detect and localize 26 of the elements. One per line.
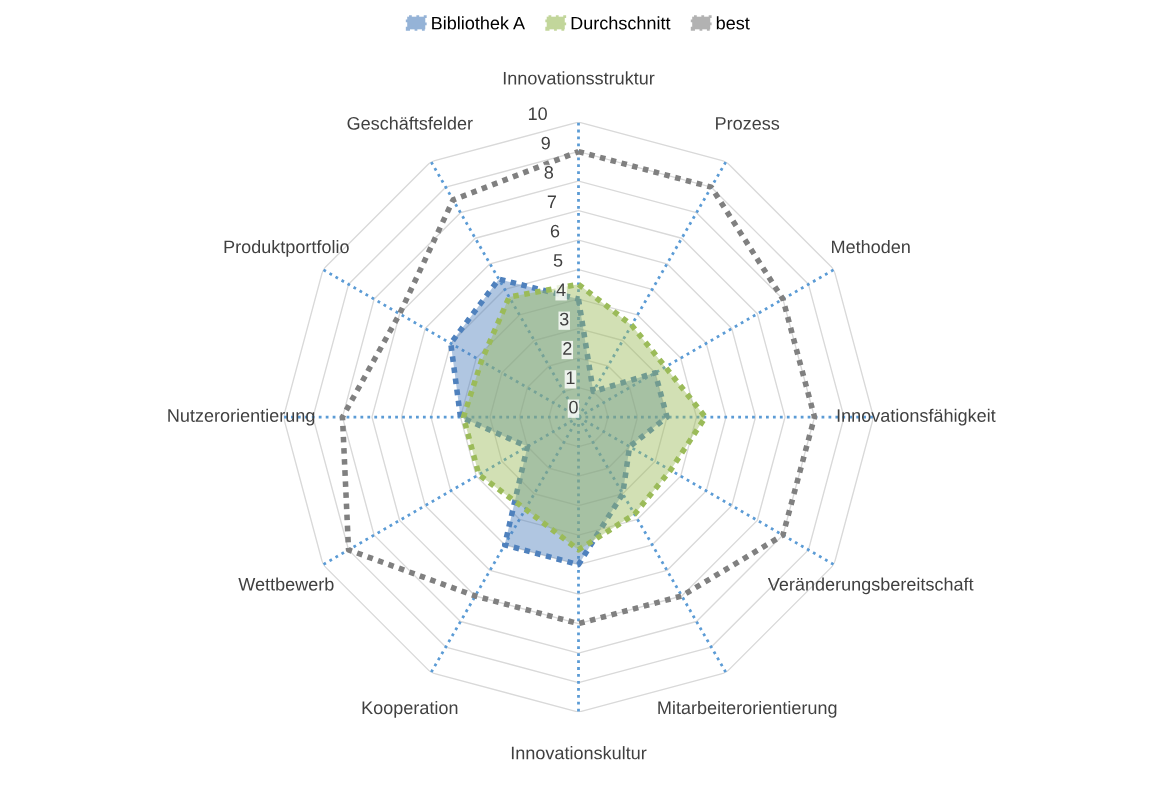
legend-label: Bibliothek A — [432, 16, 526, 30]
y-tick-label: 4 — [556, 283, 566, 296]
legend-label: Durchschnitt — [571, 16, 671, 30]
spoke-label: Innovationsfähigkeit — [837, 408, 996, 426]
spoke-label: Prozess — [716, 117, 780, 130]
y-tick-label: 1 — [566, 371, 575, 385]
spoke-label: Methoden — [832, 240, 910, 254]
legend-label: best — [716, 16, 750, 30]
y-tick-label: 8 — [544, 166, 554, 179]
y-tick-label: 10 — [528, 107, 547, 121]
y-tick-label: 6 — [550, 224, 560, 238]
spoke-label: Veränderungsbereitschaft — [767, 577, 974, 595]
spoke-label: Nutzerorientierung — [168, 408, 315, 426]
spoke-label: Wettbewerb — [238, 577, 334, 591]
y-tick-label: 3 — [559, 312, 569, 326]
y-tick-label: 7 — [547, 195, 557, 208]
spoke-label: Innovationskultur — [511, 746, 647, 760]
spoke-label: Produktportfolio — [224, 240, 349, 257]
y-tick-label: 2 — [563, 342, 572, 355]
spoke-label: Geschäftsfelder — [347, 116, 473, 130]
spoke-label: Mitarbeiterorientierung — [658, 700, 837, 718]
y-tick-label: 9 — [541, 136, 550, 150]
y-tick-label: 5 — [553, 254, 563, 267]
y-tick-label: 0 — [569, 400, 578, 414]
spoke-label: Innovationsstruktur — [503, 71, 655, 85]
spoke-label: Kooperation — [362, 700, 458, 718]
